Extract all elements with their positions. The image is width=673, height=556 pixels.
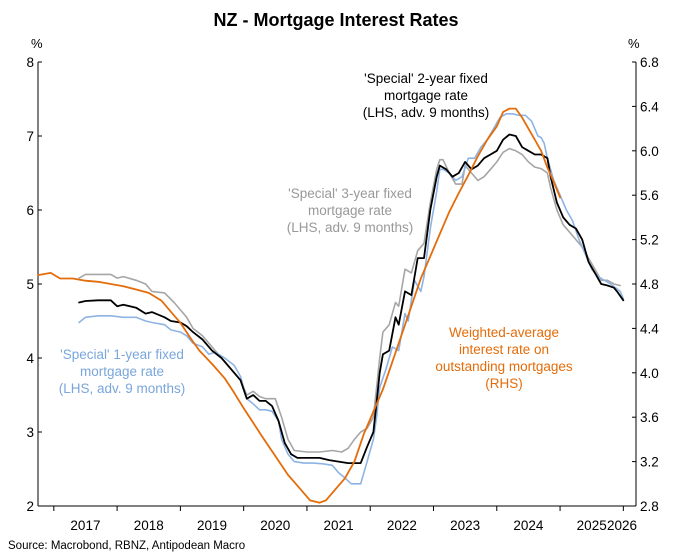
left-tick-label: 5 — [26, 277, 34, 292]
x-tick-label: 2018 — [134, 518, 164, 533]
series-label-4: outstanding mortgages — [435, 359, 573, 374]
left-tick-label: 8 — [26, 55, 34, 70]
series-label-3: mortgage rate — [384, 88, 468, 103]
series-line-2 — [78, 113, 625, 485]
right-tick-label: 3.2 — [640, 455, 659, 470]
x-tick-label: 2022 — [387, 518, 417, 533]
left-tick-label: 6 — [26, 203, 34, 218]
series-labels: 'Special' 3-year fixed mortgage rate (LHS,… — [59, 71, 573, 396]
right-tick-label: 5.6 — [640, 188, 659, 203]
series-label-3: 'Special' 2-year fixed — [364, 71, 488, 86]
x-tick-label: 2017 — [70, 518, 100, 533]
series-line-1 — [78, 147, 621, 453]
series-line-3 — [78, 133, 625, 464]
right-tick-label: 6.8 — [640, 55, 659, 70]
series-label-4: Weighted-average — [449, 325, 559, 340]
right-tick-label: 5.2 — [640, 233, 659, 248]
x-axis-ticks: 2017 2018 2019 2020 2021 2022 2023 2024 2025 2026 — [53, 506, 637, 533]
left-tick-label: 4 — [26, 351, 34, 366]
left-axis-unit: % — [31, 36, 43, 51]
chart-title: NZ - Mortgage Interest Rates — [213, 10, 458, 30]
right-tick-label: 4.8 — [640, 277, 659, 292]
series-label-2: mortgage rate — [80, 364, 164, 379]
right-tick-label: 3.6 — [640, 410, 659, 425]
series-label-2: 'Special' 1-year fixed — [60, 347, 184, 362]
series-label-2: (LHS, adv. 9 months) — [59, 381, 186, 396]
right-tick-label: 2.8 — [640, 499, 659, 514]
x-tick-label: 2021 — [324, 518, 354, 533]
left-tick-label: 7 — [26, 129, 34, 144]
left-axis-ticks: 2 3 4 5 6 7 8 — [26, 55, 42, 514]
series-label-3: (LHS, adv. 9 months) — [363, 105, 490, 120]
right-tick-label: 4.4 — [640, 321, 659, 336]
series-label-1: mortgage rate — [308, 203, 392, 218]
right-tick-label: 6.4 — [640, 99, 659, 114]
x-tick-label: 2025 — [577, 518, 607, 533]
right-tick-label: 4.0 — [640, 366, 659, 381]
right-tick-label: 6.0 — [640, 144, 659, 159]
x-tick-label: 2023 — [450, 518, 480, 533]
series-label-4: interest rate on — [459, 342, 549, 357]
series-line-4 — [37, 107, 561, 504]
series-label-4: (RHS) — [485, 376, 523, 391]
right-axis-unit: % — [628, 36, 640, 51]
axes — [37, 62, 637, 507]
series-label-1: 'Special' 3-year fixed — [288, 186, 412, 201]
right-axis-ticks: 2.8 3.2 3.6 4.0 4.4 4.8 5.2 5.6 6.0 6.4 6.8 — [632, 55, 659, 514]
source-note: Source: Macrobond, RBNZ, Antipodean Macr… — [8, 540, 245, 552]
x-tick-label: 2019 — [197, 518, 227, 533]
left-tick-label: 2 — [26, 499, 34, 514]
x-tick-label: 2026 — [607, 518, 637, 533]
series-label-1: (LHS, adv. 9 months) — [287, 220, 414, 235]
x-tick-label: 2024 — [513, 518, 544, 533]
left-tick-label: 3 — [26, 425, 34, 440]
x-tick-label: 2020 — [260, 518, 290, 533]
series-lines — [37, 107, 625, 504]
